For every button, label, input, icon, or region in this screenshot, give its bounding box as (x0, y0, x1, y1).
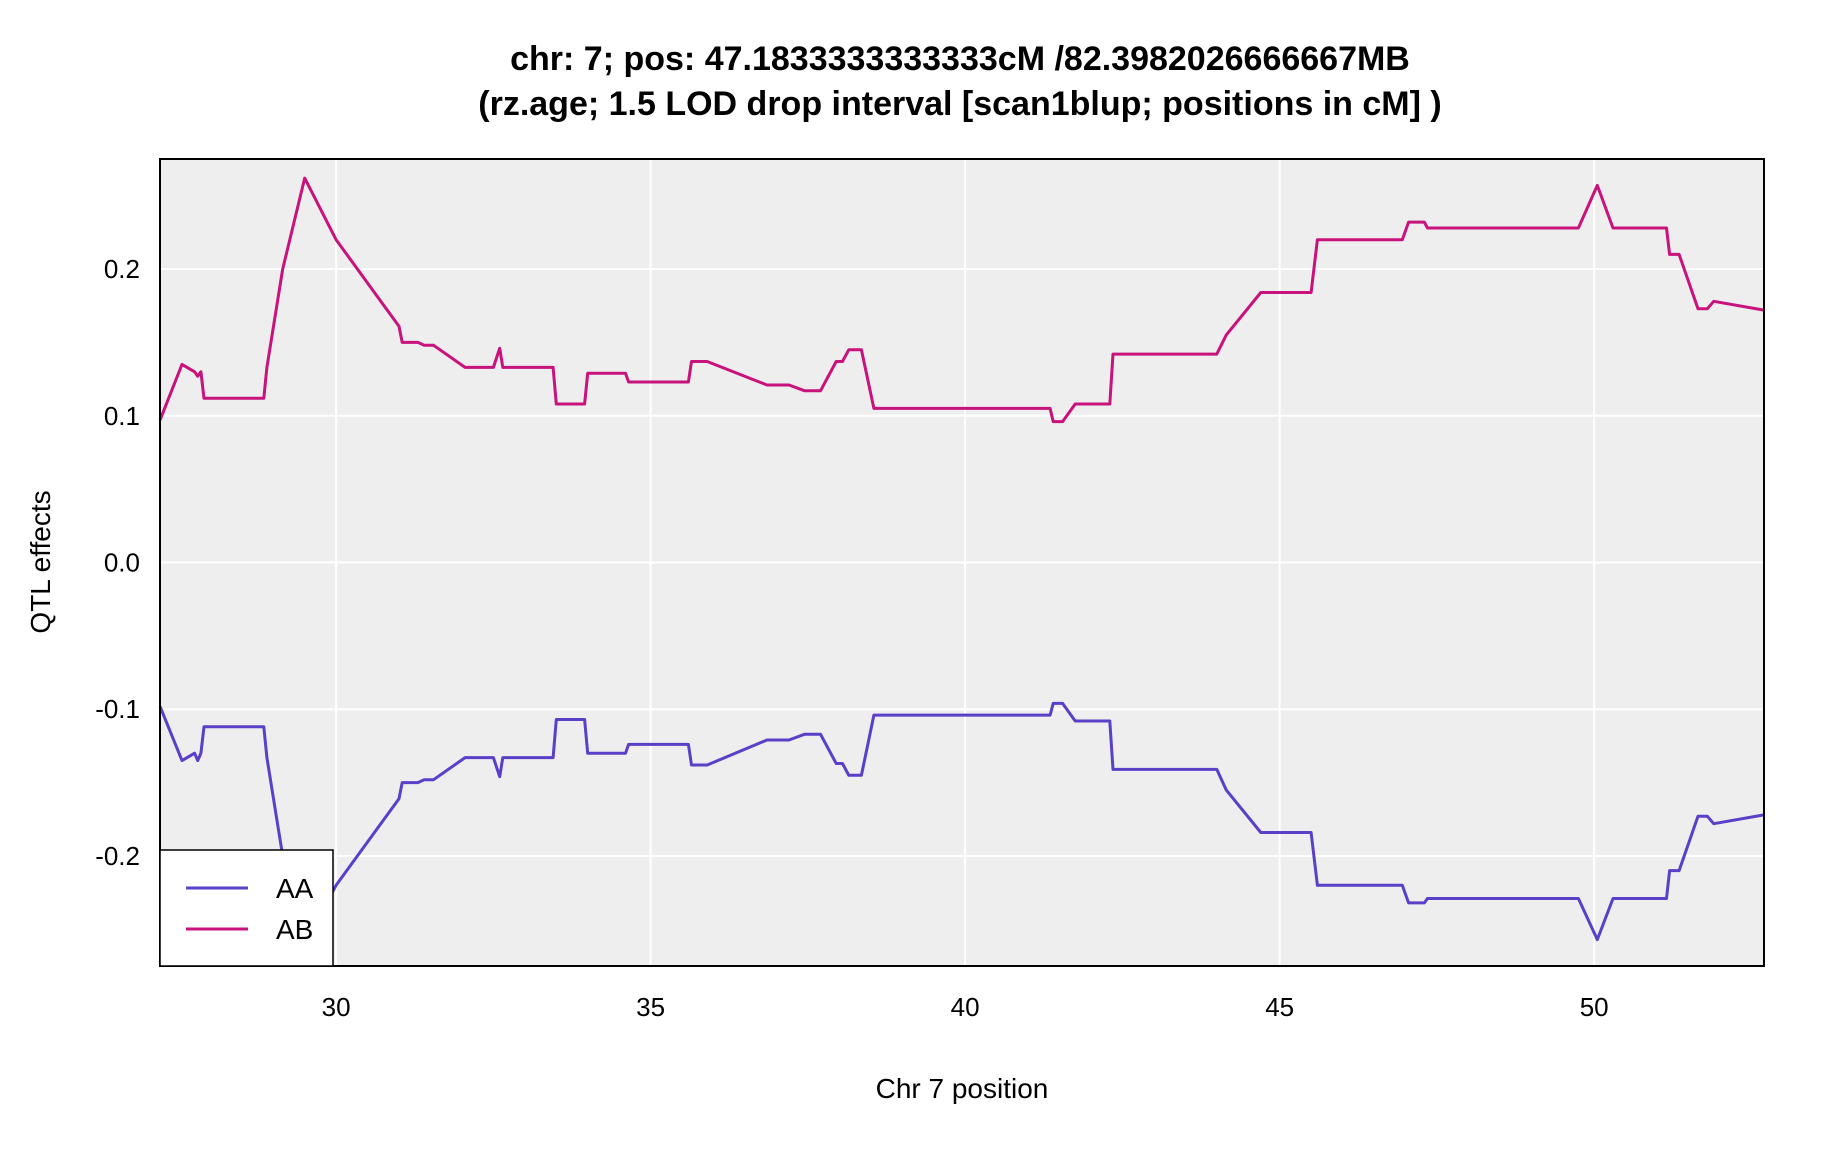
plot-border (159, 158, 1765, 967)
series-lines (158, 176, 1765, 946)
x-axis-label: Chr 7 position (876, 1073, 1049, 1104)
chart-subtitle: (rz.age; 1.5 LOD drop interval [scan1blu… (478, 85, 1441, 123)
legend-box (159, 849, 334, 967)
y-tick-label: 0.1 (104, 401, 140, 431)
y-tick-label: 0.2 (104, 254, 140, 284)
y-tick-label: 0.0 (104, 548, 140, 578)
legend-label-ab: AB (276, 914, 313, 945)
x-tick-label: 35 (636, 992, 665, 1022)
series-line-ab (158, 176, 1765, 424)
x-tick-label: 30 (322, 992, 351, 1022)
y-tick-label: -0.1 (95, 694, 140, 724)
legend-label-aa: AA (276, 873, 314, 904)
x-tick-label: 40 (951, 992, 980, 1022)
grid-lines (160, 159, 1764, 966)
chart-title: chr: 7; pos: 47.1833333333333cM /82.3982… (510, 40, 1410, 78)
legend: AA AB (159, 849, 334, 967)
y-axis-ticks: 0.2 0.1 0.0 -0.1 -0.2 (95, 254, 140, 871)
x-tick-label: 50 (1580, 992, 1609, 1022)
x-axis-ticks: 30 35 40 45 50 (322, 992, 1609, 1022)
series-line-aa (158, 701, 1765, 946)
x-tick-label: 45 (1265, 992, 1294, 1022)
y-axis-label: QTL effects (25, 490, 56, 633)
y-tick-label: -0.2 (95, 841, 140, 871)
